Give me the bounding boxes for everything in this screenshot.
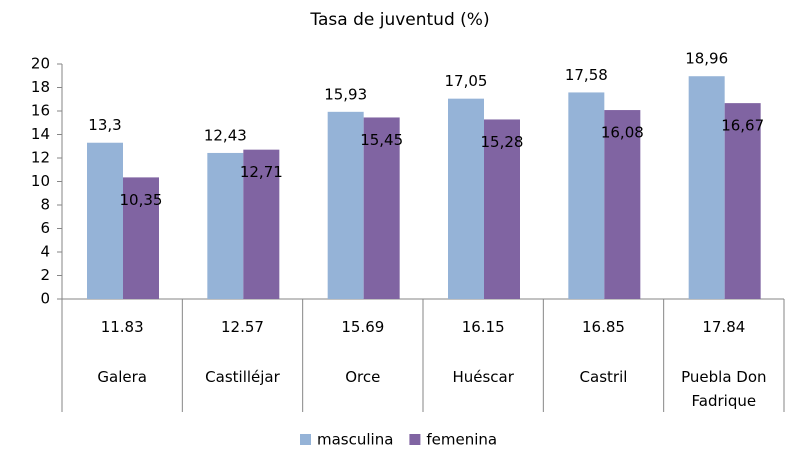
table-value: 12.57 [221, 318, 264, 336]
table-value-cell: 11.83 [100, 318, 144, 336]
y-tick-label: 12 [31, 149, 50, 167]
data-label: 17,58 [565, 66, 608, 84]
y-tick-label: 18 [31, 78, 50, 96]
table-value-cell: 16.85 [582, 318, 625, 336]
y-tick-label: 16 [31, 102, 50, 120]
data-label: 15,93 [324, 85, 367, 103]
table-value-cell: 15.69 [341, 318, 385, 336]
legend-swatch [300, 434, 311, 445]
table-value: 15.69 [341, 318, 385, 336]
bar [327, 111, 364, 299]
bar [568, 92, 605, 299]
table-value: 17.84 [702, 318, 746, 336]
x-tick-label: Puebla Don Fadrique [681, 368, 767, 410]
legend-label: femenina [426, 431, 497, 449]
data-label: 10,35 [120, 191, 163, 209]
y-tick-label: 6 [40, 219, 50, 237]
bar [123, 177, 159, 299]
y-tick-label: 14 [31, 125, 50, 143]
data-label: 15,28 [481, 133, 524, 151]
data-label: 16,08 [601, 124, 644, 142]
data-label: 16,67 [721, 117, 764, 135]
data-label: 17,05 [445, 72, 488, 90]
data-label: 13,3 [88, 116, 121, 134]
y-tick-label: 20 [31, 55, 50, 73]
x-tick-label-cell: Castilléjar [205, 368, 280, 386]
y-tick-label: 2 [40, 266, 50, 284]
bar [243, 149, 280, 299]
legend-swatch [409, 434, 421, 445]
data-label: 15,45 [360, 131, 403, 149]
x-tick-label: Castril [579, 368, 628, 386]
bar [724, 103, 761, 299]
bar [207, 152, 244, 299]
chart-title: Tasa de juventud (%) [309, 10, 489, 30]
x-tick-label-cell: Huéscar [452, 368, 514, 386]
y-tick-label: 0 [40, 290, 50, 308]
bar [87, 142, 123, 299]
x-tick-label: Orce [345, 368, 381, 386]
y-tick-label: 10 [31, 172, 50, 190]
x-tick-label-cell: Galera [97, 368, 147, 386]
x-tick-label-cell: Orce [345, 368, 381, 386]
data-label: 18,96 [685, 50, 728, 68]
x-tick-label-cell: Castril [579, 368, 628, 386]
table-value: 16.15 [461, 318, 505, 336]
bar [484, 119, 520, 300]
bar [688, 76, 725, 299]
x-tick-label: Castilléjar [205, 368, 280, 386]
y-tick-label: 4 [40, 243, 50, 261]
y-tick-label: 8 [40, 196, 50, 214]
x-tick-label: Galera [97, 368, 147, 386]
table-value-cell: 16.15 [461, 318, 505, 336]
table-value-cell: 17.84 [702, 318, 746, 336]
bar [448, 98, 484, 299]
bar [363, 117, 400, 300]
data-label: 12,43 [204, 126, 247, 144]
table-value: 16.85 [582, 318, 625, 336]
x-tick-label: Huéscar [452, 368, 514, 386]
bar [604, 110, 641, 299]
data-label: 12,71 [240, 163, 283, 181]
x-tick-label-cell: Puebla Don Fadrique [681, 368, 767, 410]
table-value-cell: 12.57 [221, 318, 264, 336]
legend-label: masculina [317, 431, 393, 449]
table-value: 11.83 [100, 318, 144, 336]
